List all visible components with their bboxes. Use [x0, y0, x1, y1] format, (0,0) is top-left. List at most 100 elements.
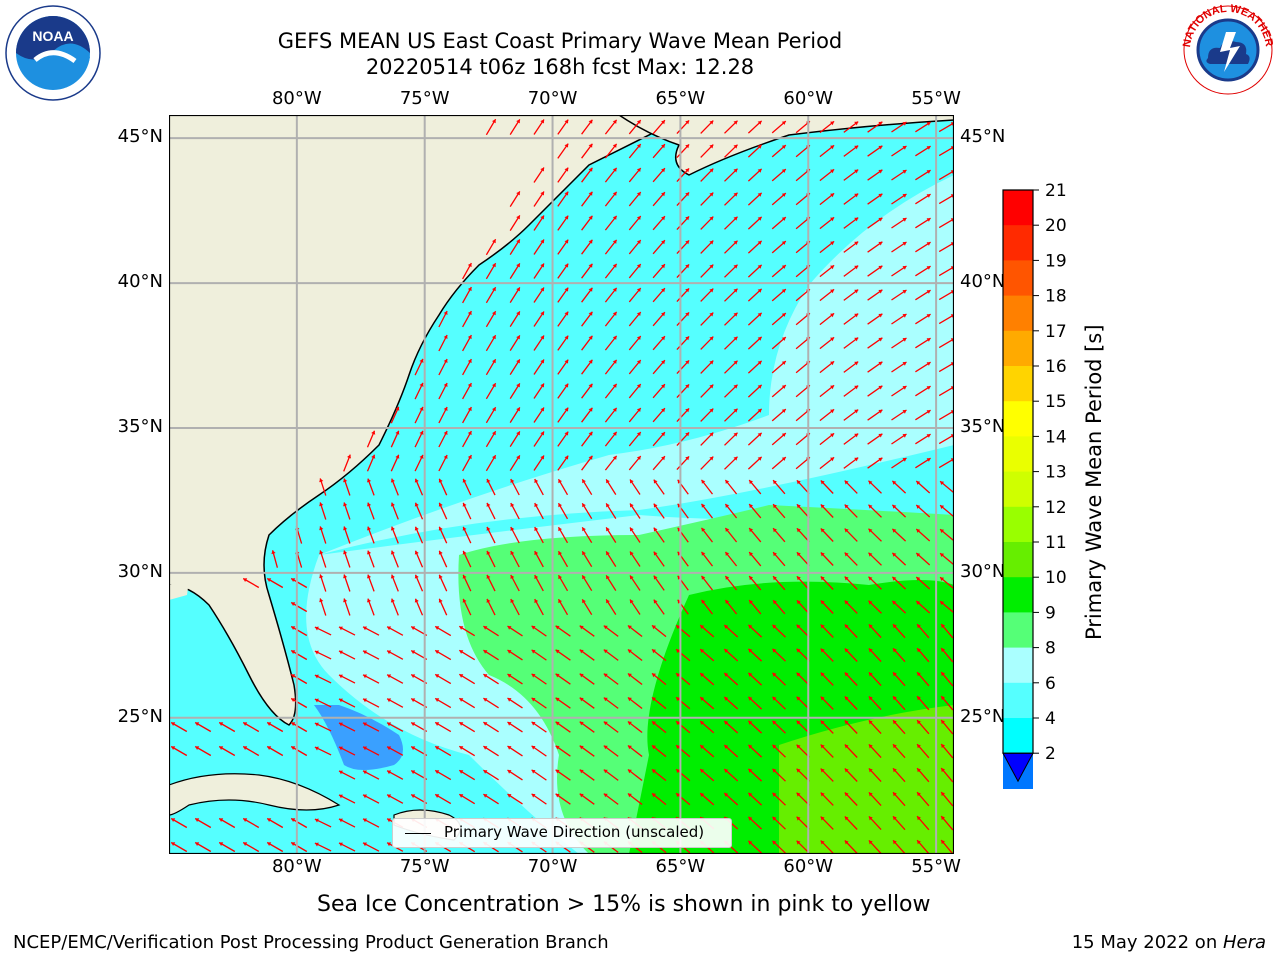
wave-arrow-head: [830, 409, 835, 414]
wave-arrow-head: [676, 793, 680, 798]
wave-arrow-head: [854, 193, 859, 198]
wave-arrow-head: [636, 360, 641, 364]
lon-label-top: 75°W: [399, 88, 450, 109]
wave-arrow-head: [781, 169, 786, 173]
wave-arrow-head: [339, 626, 343, 631]
wave-arrow-head: [387, 626, 392, 631]
wave-arrow-head: [636, 432, 641, 436]
wave-arrow-head: [709, 408, 714, 413]
footer-date: 15 May 2022 on Hera: [1072, 932, 1266, 953]
wave-arrow-head: [748, 816, 753, 821]
wave-arrow-head: [492, 407, 496, 412]
wave-arrow-head: [749, 600, 753, 605]
wave-arrow-head: [627, 745, 632, 750]
wave-arrow-head: [343, 526, 348, 531]
wave-arrow-head: [588, 383, 593, 388]
wave-arrow-head: [941, 672, 945, 677]
wave-arrow-head: [830, 193, 835, 198]
wave-arrow-head: [926, 458, 931, 462]
wave-arrow-head: [435, 650, 440, 654]
wave-arrow-head: [940, 553, 945, 557]
wave-arrow-head: [339, 722, 343, 727]
wave-arrow-head: [486, 550, 491, 555]
wave-arrow-head: [796, 696, 801, 701]
wave-arrow-head: [612, 239, 617, 244]
wave-arrow-head: [757, 240, 762, 245]
wave-arrow-head: [627, 649, 632, 654]
wave-arrow-head: [516, 191, 520, 196]
wave-arrow-head: [363, 650, 367, 655]
wave-arrow-head: [685, 216, 690, 221]
colorbar-segment: [1003, 295, 1033, 332]
wave-arrow-head: [701, 599, 706, 604]
wave-arrow-head: [438, 526, 443, 531]
wave-arrow-head: [661, 240, 665, 245]
wave-arrow-head: [830, 217, 835, 222]
wave-arrow-head: [902, 458, 907, 462]
wave-arrow-head: [411, 698, 416, 703]
chart-subtitle: 20220514 t06z 168h fcst Max: 12.28: [365, 55, 755, 79]
wave-arrow-head: [411, 626, 416, 631]
wave-arrow-head: [636, 120, 641, 124]
wave-arrow-head: [700, 625, 705, 629]
wave-arrow-head: [868, 672, 873, 677]
wave-arrow-head: [700, 649, 705, 653]
wave-arrow-head: [507, 722, 512, 726]
wave-arrow-head: [462, 502, 467, 507]
wave-arrow-head: [531, 721, 536, 726]
wave-arrow-head: [878, 313, 883, 318]
wave-arrow-head: [781, 337, 786, 341]
wave-arrow-head: [820, 480, 825, 485]
wave-arrow-head: [267, 842, 272, 846]
wave-arrow-head: [820, 696, 825, 701]
wave-arrow-head: [507, 674, 512, 678]
wave-arrow-head: [390, 502, 395, 507]
wave-arrow-head: [555, 721, 560, 726]
wave-arrow-head: [555, 649, 560, 654]
wave-arrow-head: [363, 746, 367, 751]
wave-arrow-head: [507, 698, 512, 702]
wave-arrow-head: [926, 266, 931, 270]
footer-host: Hera: [1222, 932, 1266, 953]
wave-arrow-head: [579, 793, 584, 798]
wave-arrow-head: [844, 528, 849, 533]
wave-arrow-head: [868, 480, 873, 485]
wave-arrow-head: [314, 818, 319, 823]
wave-arrow-head: [868, 696, 873, 701]
wave-arrow-head: [757, 288, 762, 293]
lat-label-right: 45°N: [960, 126, 1006, 148]
wave-arrow-head: [627, 769, 632, 774]
wave-arrow-head: [582, 575, 586, 580]
wave-arrow-head: [772, 816, 777, 821]
wave-arrow-head: [854, 265, 859, 270]
wave-arrow-head: [733, 384, 738, 389]
wave-arrow-head: [917, 672, 921, 677]
wave-arrow-head: [830, 121, 835, 126]
wave-arrow-head: [652, 697, 656, 702]
wave-arrow-head: [868, 744, 873, 749]
wave-arrow-head: [917, 744, 921, 749]
wave-arrow-head: [459, 770, 464, 774]
wave-arrow-head: [854, 169, 859, 174]
wave-arrow-head: [661, 408, 665, 413]
wave-arrow-head: [878, 217, 883, 222]
wave-arrow-head: [390, 550, 395, 555]
wave-arrow-head: [916, 553, 921, 557]
wave-arrow-head: [219, 842, 224, 846]
wave-arrow-head: [653, 599, 658, 604]
wave-arrow-head: [661, 288, 665, 293]
wave-arrow-head: [749, 552, 753, 557]
wave-arrow-head: [902, 122, 907, 126]
wave-arrow-head: [291, 818, 296, 822]
wave-arrow-head: [878, 193, 883, 198]
wave-arrow-head: [676, 625, 680, 630]
wave-arrow-head: [636, 168, 641, 172]
wave-arrow-head: [878, 433, 883, 438]
colorbar-segment: [1003, 718, 1033, 754]
wave-arrow-head: [781, 193, 786, 197]
wave-arrow-head: [917, 720, 921, 725]
wave-arrow-head: [709, 120, 714, 125]
wave-arrow-head: [926, 146, 931, 150]
wave-arrow-head: [748, 624, 753, 629]
wave-arrow-head: [892, 576, 897, 581]
